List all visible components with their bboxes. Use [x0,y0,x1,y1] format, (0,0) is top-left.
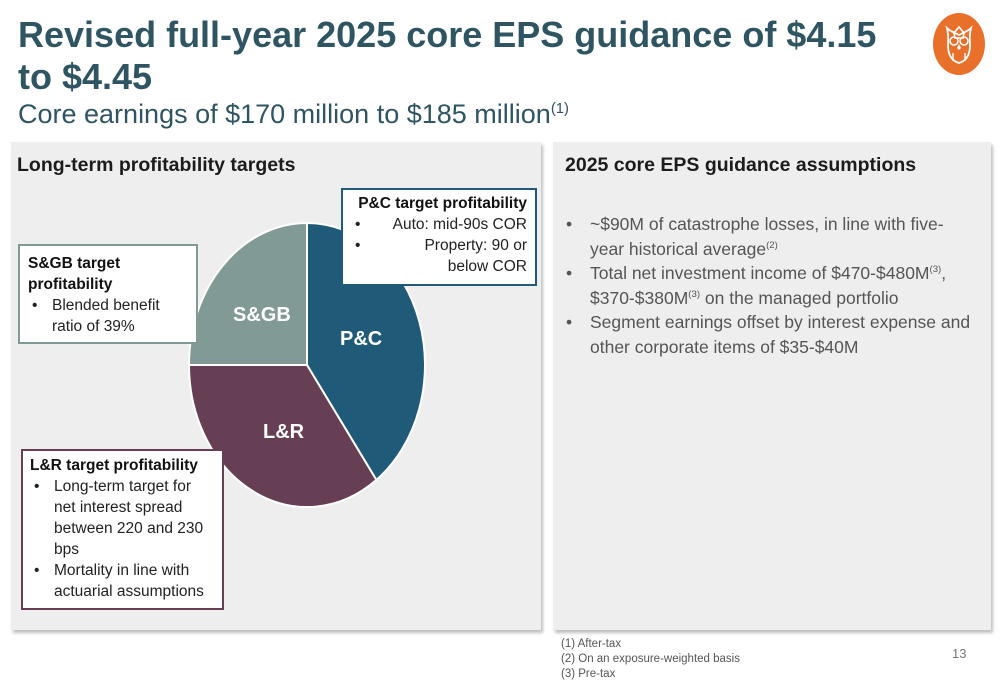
footnote-marker: (3) [929,264,942,276]
slice-label-sgb: S&GB [233,304,291,326]
assumption-text: on the managed portfolio [700,287,899,308]
pc-callout-item: Property: 90 or below COR [351,235,527,277]
lr-target-callout: L&R target profitability Long-term targe… [21,449,224,610]
footnote-marker: (2) [766,239,778,251]
assumptions-list: ~$90M of catastrophe losses, in line wit… [565,212,975,359]
sgb-callout-title: S&GB target profitability [28,255,121,293]
footnote-2: (2) On an exposure-weighted basis [561,653,740,665]
assumption-text: ~$90M of catastrophe losses, in line wit… [590,214,944,259]
assumption-item: Segment earnings offset by interest expe… [565,310,975,359]
footnote-1: (1) After-tax [561,638,622,650]
assumption-text: Total net investment income of $470-$480… [590,263,930,283]
pc-target-callout: P&C target profitability Auto: mid-90s C… [341,188,537,286]
sgb-callout-item: Blended benefit ratio of 39% [28,295,188,337]
slide-title: Revised full-year 2025 core EPS guidance… [18,14,877,97]
assumption-text: , $370-$380M [590,263,947,308]
right-panel-heading: 2025 core EPS guidance assumptions [565,154,917,176]
sgb-target-callout: S&GB target profitability Blended benefi… [18,244,198,344]
slice-label-pc: P&C [340,328,383,350]
lr-callout-item: Long-term target for net interest spread… [30,476,216,560]
assumption-item: ~$90M of catastrophe losses, in line wit… [565,212,975,261]
lr-callout-list: Long-term target for net interest spread… [30,476,216,602]
footnotes: (1) After-tax (2) On an exposure-weighte… [561,637,740,682]
assumption-item: Total net investment income of $470-$480… [565,261,975,310]
pc-callout-list: Auto: mid-90s COR Property: 90 or below … [351,214,527,277]
lr-callout-item: Mortality in line with actuarial assumpt… [30,560,216,602]
footnote-3: (3) Pre-tax [561,668,616,680]
subtitle-footnote-marker: (1) [550,101,569,117]
slice-label-lr: L&R [263,421,305,443]
owl-icon [945,25,973,64]
owl-logo-icon [933,13,985,75]
profitability-pie-chart [187,221,426,508]
footnote-marker: (3) [688,288,701,300]
pie-slice-lr [187,364,378,508]
left-panel: Long-term profitability targets P&C L&R … [11,142,541,630]
sgb-callout-list: Blended benefit ratio of 39% [28,295,188,337]
assumption-text: Segment earnings offset by interest expe… [590,312,971,357]
pie-slice-sgb [187,221,308,366]
page-number: 13 [952,646,967,661]
pc-callout-title: P&C target profitability [358,195,527,212]
slide-subtitle: Core earnings of $170 million to $185 mi… [18,97,569,131]
subtitle-text: Core earnings of $170 million to $185 mi… [18,99,551,129]
left-panel-heading: Long-term profitability targets [17,154,296,176]
lr-callout-title: L&R target profitability [30,457,198,474]
pc-callout-item: Auto: mid-90s COR [351,214,527,235]
